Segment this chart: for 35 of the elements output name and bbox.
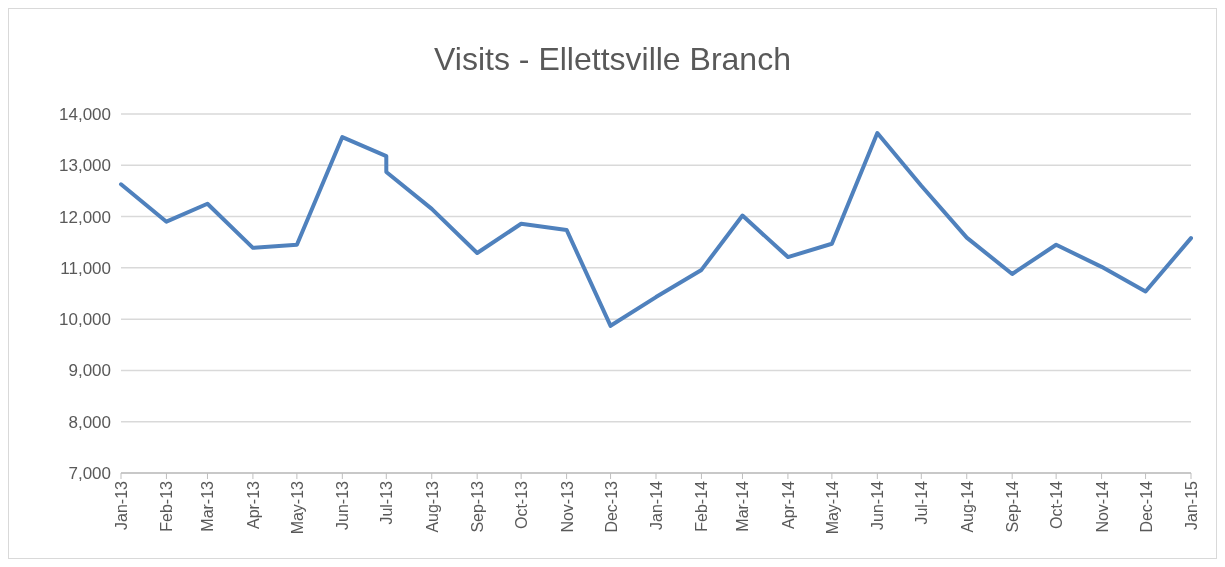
x-tick-label: Nov-13 [558, 480, 576, 533]
x-tick-label: Mar-14 [734, 480, 752, 532]
x-tick-label: Nov-14 [1093, 480, 1111, 533]
y-tick-label: 9,000 [68, 361, 111, 381]
x-tick-label: Oct-14 [1048, 480, 1066, 530]
y-tick-label: 13,000 [59, 156, 111, 176]
x-tick-label: Jun-13 [334, 480, 352, 530]
x-tick-label: Jan-14 [648, 480, 665, 530]
x-tick-label: Mar-13 [199, 480, 217, 532]
x-tick-label: Jan-15 [1183, 480, 1200, 530]
y-tick-label: 11,000 [60, 258, 111, 278]
x-tick-label: Feb-13 [158, 480, 176, 532]
x-tick-label: Oct-13 [513, 480, 531, 530]
x-tick-label: Sep-13 [469, 480, 487, 533]
x-tick-label: Jun-14 [869, 480, 887, 530]
x-tick-label: Feb-14 [693, 480, 711, 532]
x-tick-label: Jul-13 [378, 480, 396, 525]
x-tick-label: Dec-14 [1137, 480, 1155, 533]
x-tick-label: Apr-14 [779, 480, 797, 530]
y-tick-label: 8,000 [68, 412, 111, 432]
x-tick-label: Apr-13 [244, 480, 262, 530]
x-tick-label: May-13 [288, 480, 306, 535]
x-tick-label: Jan-13 [113, 480, 130, 530]
y-tick-label: 10,000 [59, 310, 111, 330]
x-tick-label: Sep-14 [1004, 480, 1022, 533]
x-tick-label: Aug-13 [423, 480, 441, 533]
x-tick-label: Aug-14 [958, 480, 976, 533]
x-tick-label: Dec-13 [602, 480, 620, 533]
y-tick-label: 12,000 [59, 207, 111, 227]
line-series [119, 130, 1193, 328]
y-tick-label: 14,000 [59, 105, 111, 124]
y-tick-label: 7,000 [68, 464, 111, 483]
chart-title: Visits - Ellettsville Branch [434, 41, 791, 77]
x-tick-label: May-14 [823, 480, 841, 535]
x-tick-label: Jul-14 [913, 480, 931, 525]
